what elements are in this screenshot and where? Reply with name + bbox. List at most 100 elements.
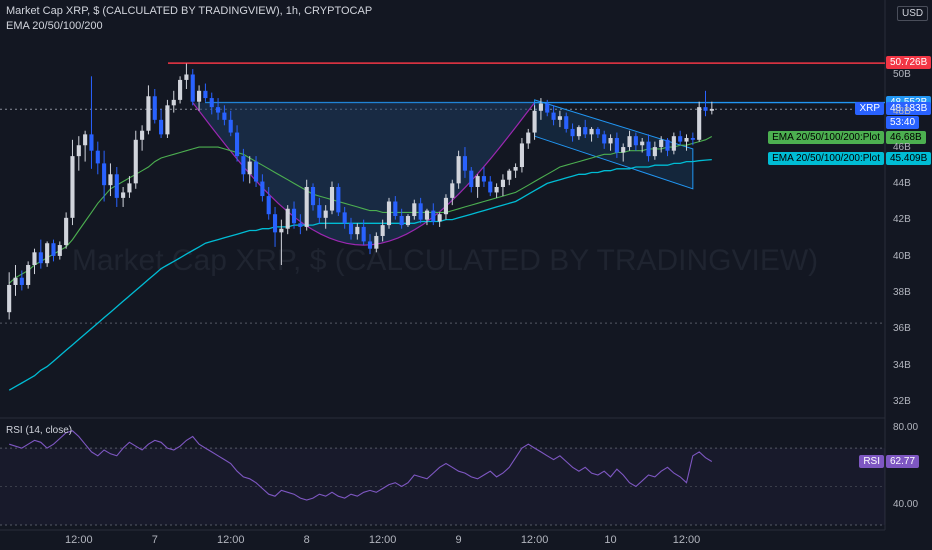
candle-body [709, 108, 714, 111]
ema-cyan-tag: 45.409B [886, 151, 932, 165]
candle [159, 108, 164, 138]
candle-body [570, 128, 575, 137]
candle-body [222, 112, 227, 120]
price-axis-label: 42B [893, 214, 911, 226]
candle-body [83, 134, 88, 146]
price-axis-label: 40B [893, 250, 911, 262]
candle-body [659, 139, 664, 148]
candle [260, 174, 265, 202]
candle-body [152, 96, 157, 120]
price-axis-label: 46B [893, 141, 911, 153]
candle-body [178, 79, 183, 100]
candle [336, 183, 341, 217]
candle [513, 163, 518, 178]
candle-body [545, 103, 550, 113]
candle-body [121, 192, 126, 198]
candle [102, 150, 107, 202]
candle [140, 125, 145, 151]
candle [329, 181, 335, 215]
candle [222, 105, 227, 126]
candle [393, 196, 398, 220]
candle-body [412, 203, 417, 217]
series-label: RSI [859, 454, 884, 468]
candle-body [285, 208, 290, 229]
series-label: EMA 20/50/100/200:Plot [768, 130, 884, 144]
candle [684, 134, 689, 151]
rsi-axis-label: 80.00 [893, 421, 919, 433]
rsi-line [9, 430, 713, 501]
candle [595, 127, 600, 138]
candle [323, 205, 328, 229]
countdown-label: 53:40 [886, 116, 920, 130]
candle [83, 130, 88, 162]
candle-body [140, 130, 145, 140]
candle [437, 212, 442, 227]
candle [709, 101, 714, 115]
candle [627, 130, 632, 151]
price-axis-label: 36B [893, 323, 911, 335]
candle [7, 272, 12, 320]
candle-body [665, 139, 670, 151]
candle-body [462, 156, 468, 171]
candle [216, 98, 221, 120]
rsi-axis-label: 40.00 [893, 498, 919, 510]
price-axis-label: 50B [893, 69, 911, 81]
candle [57, 241, 62, 260]
candle [235, 125, 240, 162]
candle-body [38, 252, 43, 264]
candle [690, 132, 695, 146]
candle [671, 132, 676, 155]
time-axis-label: 12:00 [216, 534, 245, 546]
candle-body [475, 176, 480, 187]
candle-body [690, 137, 695, 140]
candle [114, 167, 119, 207]
candle [621, 143, 626, 162]
price-axis-label: 32B [893, 395, 911, 407]
candle [38, 239, 43, 269]
candle [602, 130, 607, 149]
time-axis-label: 12:00 [672, 534, 701, 546]
series-label: XRP [855, 102, 884, 116]
candle [89, 76, 94, 169]
series-label: EMA 20/50/100/200:Plot [768, 151, 884, 165]
candle-body [298, 223, 303, 227]
candle-body [323, 210, 328, 218]
candle-body [32, 252, 37, 266]
candle [488, 176, 493, 197]
candle-body [532, 110, 537, 133]
candle-body [614, 137, 619, 153]
candle-body [557, 116, 562, 120]
candle-body [633, 136, 638, 146]
candle-body [678, 136, 683, 142]
candle [678, 130, 683, 146]
candle-body [133, 139, 138, 184]
candle-body [526, 132, 531, 144]
candle-body [374, 235, 379, 249]
candle [659, 136, 664, 153]
candle-body [640, 141, 645, 146]
candle-body [228, 119, 233, 133]
currency-button[interactable]: USD [897, 6, 929, 21]
candle-body [551, 112, 556, 120]
candle [247, 156, 252, 184]
candle [178, 76, 183, 104]
candle-body [146, 96, 151, 131]
ema-fast-line [8, 136, 713, 284]
candle [462, 147, 468, 178]
candle-body [279, 228, 284, 233]
candle-body [190, 74, 195, 102]
candle [703, 90, 708, 117]
candle-body [260, 181, 265, 197]
rsi-band [0, 448, 885, 525]
candle [317, 197, 322, 224]
rsi-value-tag: 62.77 [886, 454, 920, 468]
candle [608, 134, 613, 151]
candle-body [114, 174, 119, 198]
candle-body [513, 167, 518, 171]
candle-body [431, 210, 436, 222]
candle-body [197, 90, 202, 102]
candle [152, 88, 157, 124]
candle [570, 123, 575, 142]
candle [26, 261, 31, 289]
